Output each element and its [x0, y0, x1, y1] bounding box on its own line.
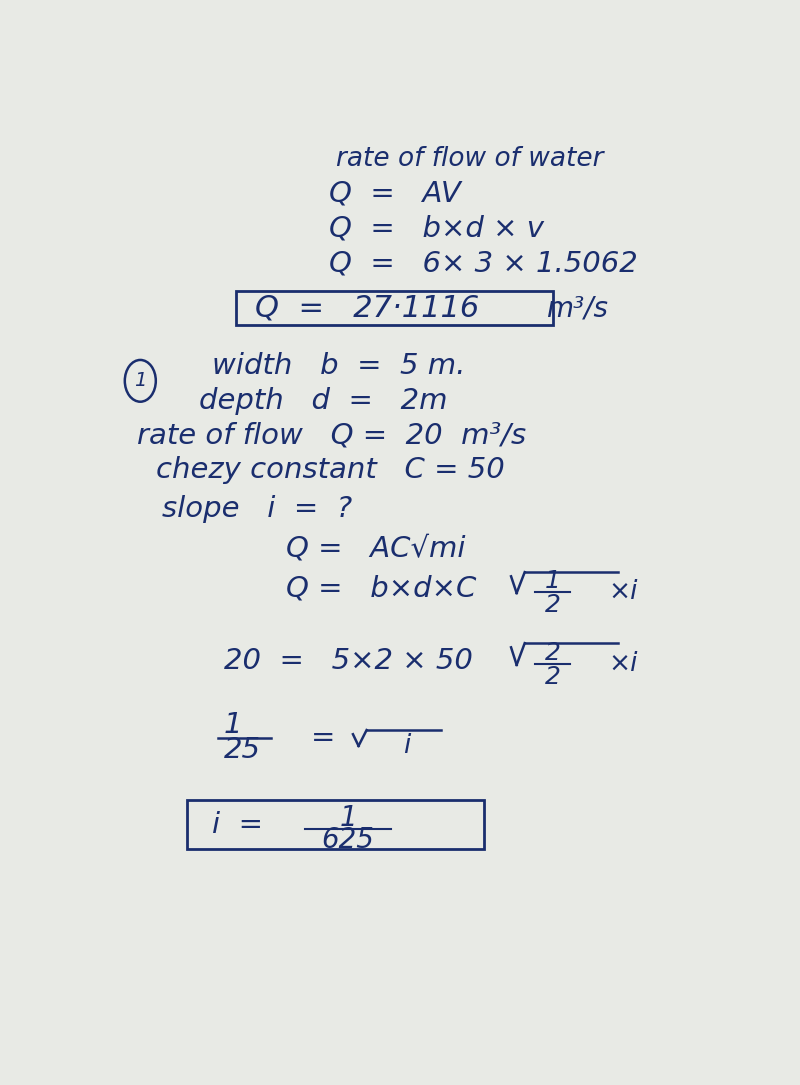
Text: =: =	[310, 725, 335, 752]
Text: i: i	[403, 733, 410, 758]
Text: i  =: i =	[211, 812, 262, 840]
Text: Q  =   b×d × v: Q = b×d × v	[330, 215, 544, 243]
Bar	[187, 801, 485, 848]
Text: 1: 1	[339, 804, 357, 832]
Text: rate of flow   Q =  20  m³/s: rate of flow Q = 20 m³/s	[138, 421, 526, 449]
Text: 1: 1	[224, 711, 242, 739]
Text: rate of flow of water: rate of flow of water	[336, 145, 603, 171]
Text: ×i: ×i	[608, 579, 638, 605]
Text: Q  =   AV: Q = AV	[330, 180, 461, 207]
Text: width   b  =  5 m.: width b = 5 m.	[211, 352, 465, 380]
Text: 2: 2	[545, 665, 561, 689]
Text: 1: 1	[545, 570, 561, 593]
Text: 2: 2	[545, 641, 561, 665]
Text: Q =   AC√mi: Q = AC√mi	[286, 535, 466, 563]
Text: chezy constant   C = 50: chezy constant C = 50	[156, 456, 505, 484]
Text: 25: 25	[224, 736, 261, 764]
Text: 1: 1	[134, 371, 146, 391]
Bar	[237, 291, 553, 324]
Text: Q  =   6× 3 × 1.5062: Q = 6× 3 × 1.5062	[330, 250, 638, 278]
Text: 20  =   5×2 × 50: 20 = 5×2 × 50	[224, 647, 473, 675]
Text: Q  =   27·1116: Q = 27·1116	[255, 294, 479, 322]
Text: m³/s: m³/s	[546, 294, 608, 322]
Text: 2: 2	[545, 592, 561, 616]
Text: ×i: ×i	[608, 651, 638, 677]
Text: Q =   b×d×C: Q = b×d×C	[286, 574, 476, 602]
Text: slope   i  =  ?: slope i = ?	[162, 496, 352, 523]
Text: depth   d  =   2m: depth d = 2m	[199, 387, 448, 414]
Text: 625: 625	[322, 827, 374, 854]
